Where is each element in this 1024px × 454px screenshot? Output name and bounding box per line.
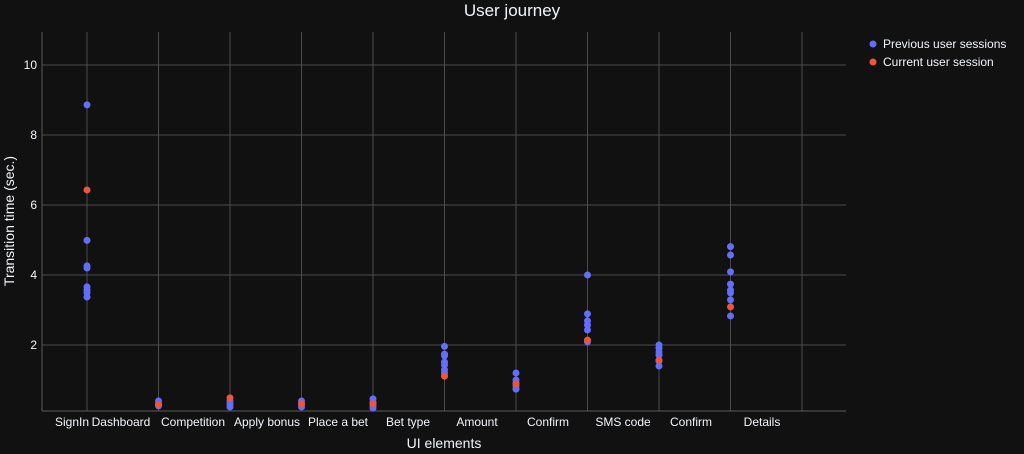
previous-session-point[interactable] bbox=[727, 312, 734, 320]
previous-session-point[interactable] bbox=[584, 271, 591, 279]
previous-session-point[interactable] bbox=[512, 369, 520, 377]
legend-marker-current-icon bbox=[869, 58, 877, 66]
x-tick-label: Confirm bbox=[670, 415, 712, 429]
current-session-point[interactable] bbox=[584, 336, 591, 344]
previous-session-point[interactable] bbox=[83, 293, 91, 301]
y-tick-label: 8 bbox=[30, 128, 37, 142]
y-tick-label: 4 bbox=[30, 268, 37, 282]
legend-label-previous: Previous user sessions bbox=[883, 37, 1006, 51]
previous-session-point[interactable] bbox=[83, 236, 91, 244]
x-tick-label: Details bbox=[744, 415, 781, 429]
data-points[interactable] bbox=[83, 101, 735, 412]
previous-session-point[interactable] bbox=[226, 403, 234, 411]
previous-session-point[interactable] bbox=[727, 289, 734, 297]
previous-session-point[interactable] bbox=[727, 251, 734, 259]
previous-session-point[interactable] bbox=[727, 243, 734, 251]
previous-session-point[interactable] bbox=[655, 362, 663, 370]
y-tick-label: 2 bbox=[30, 338, 37, 352]
x-tick-label: Apply bonus bbox=[234, 415, 300, 429]
current-session-point[interactable] bbox=[727, 303, 734, 311]
x-tick-label: Place a bet bbox=[308, 415, 369, 429]
previous-session-point[interactable] bbox=[655, 351, 663, 359]
previous-session-point[interactable] bbox=[727, 280, 734, 288]
current-session-point[interactable] bbox=[155, 401, 162, 409]
previous-session-point[interactable] bbox=[83, 101, 91, 109]
x-tick-label: SMS code bbox=[595, 415, 651, 429]
current-session-point[interactable] bbox=[512, 380, 520, 388]
x-tick-label: Dashboard bbox=[92, 415, 151, 429]
x-axis-title: UI elements bbox=[407, 435, 482, 451]
x-axis-ticks: SignIn Dashboard Competition Apply bonus Pla… bbox=[55, 415, 780, 429]
previous-session-point[interactable] bbox=[441, 342, 448, 350]
y-tick-label: 10 bbox=[24, 58, 38, 72]
previous-session-point[interactable] bbox=[584, 321, 591, 329]
legend-marker-previous-icon bbox=[869, 40, 877, 48]
y-tick-label: 6 bbox=[30, 198, 37, 212]
previous-session-point[interactable] bbox=[441, 352, 448, 360]
previous-session-point[interactable] bbox=[512, 385, 520, 393]
current-session-point[interactable] bbox=[369, 400, 377, 408]
previous-session-point[interactable] bbox=[441, 361, 448, 369]
gridlines bbox=[41, 32, 846, 412]
previous-session-point[interactable] bbox=[83, 264, 91, 272]
current-session-point[interactable] bbox=[655, 356, 663, 364]
current-session-point[interactable] bbox=[226, 394, 234, 402]
previous-session-point[interactable] bbox=[727, 296, 734, 304]
x-tick-label: Bet type bbox=[386, 415, 430, 429]
chart-title: User journey bbox=[464, 1, 561, 20]
previous-session-point[interactable] bbox=[727, 268, 734, 276]
current-session-point[interactable] bbox=[441, 372, 448, 380]
x-tick-label: Amount bbox=[456, 415, 498, 429]
previous-session-point[interactable] bbox=[584, 310, 591, 318]
current-session-point[interactable] bbox=[298, 400, 305, 408]
y-axis-title: Transition time (sec.) bbox=[1, 156, 17, 286]
previous-session-point[interactable] bbox=[584, 326, 591, 334]
x-tick-label: SignIn bbox=[55, 415, 89, 429]
legend-item-current[interactable]: Current user session bbox=[869, 55, 994, 69]
y-axis-ticks: 2 4 6 8 10 bbox=[24, 58, 38, 352]
legend-label-current: Current user session bbox=[883, 55, 994, 69]
x-tick-label: Confirm bbox=[527, 415, 569, 429]
legend[interactable]: Previous user sessions Current user sess… bbox=[869, 37, 1007, 69]
current-session-point[interactable] bbox=[83, 186, 91, 194]
legend-item-previous[interactable]: Previous user sessions bbox=[869, 37, 1007, 51]
x-tick-label: Competition bbox=[161, 415, 225, 429]
